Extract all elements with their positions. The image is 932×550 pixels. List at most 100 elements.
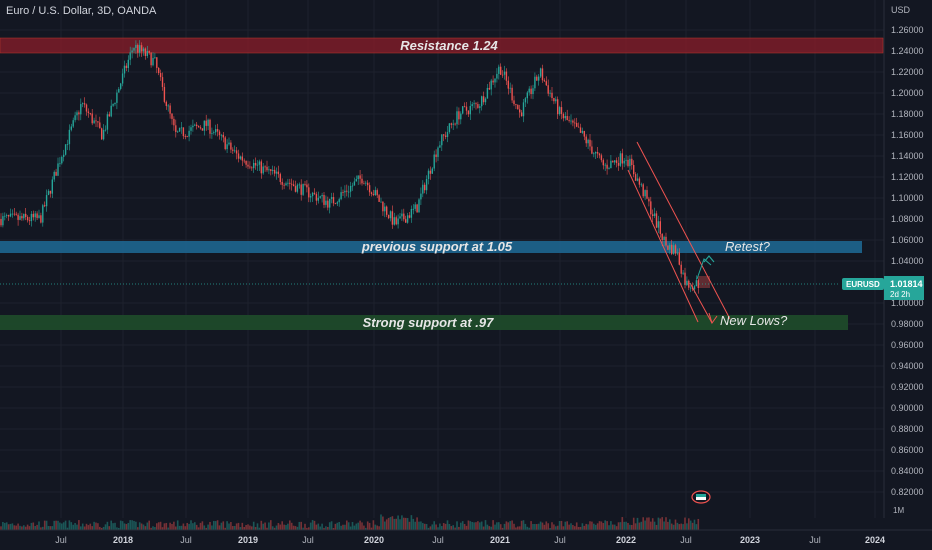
candle-body [372, 194, 375, 196]
candle-body [397, 218, 399, 225]
volume-bar [575, 522, 578, 530]
volume-bar [104, 524, 107, 530]
candle-body [281, 181, 283, 185]
volume-bar [266, 527, 268, 530]
candle-body [401, 213, 403, 217]
y-tick-label: 1.22000 [891, 67, 924, 77]
volume-bar [89, 523, 92, 530]
candle-body [351, 185, 354, 187]
candle-body [194, 124, 196, 126]
candle-body [272, 169, 274, 171]
volume-bar [273, 527, 276, 530]
volume-bar [338, 521, 340, 530]
candle-body [365, 182, 367, 184]
descending-channel[interactable] [627, 141, 731, 324]
candle-body [188, 130, 190, 137]
candle-body [604, 164, 606, 166]
candle-body [387, 214, 390, 219]
volume-bar [9, 523, 12, 530]
candle-body [665, 236, 667, 246]
volume-bar [355, 523, 358, 530]
candle-body [123, 65, 126, 74]
volume-bar [245, 524, 247, 530]
candle-body [513, 100, 515, 105]
candle-body [68, 129, 71, 145]
candle-body [368, 185, 371, 193]
event-flag-icon[interactable] [691, 490, 711, 504]
volume-bar [446, 520, 449, 530]
candle-body [615, 160, 618, 163]
candle-body [323, 195, 325, 205]
volume-bar [682, 524, 684, 530]
candle-body [519, 109, 521, 113]
candle-body [633, 165, 635, 175]
volume-bar [562, 526, 565, 530]
volume-bar [556, 525, 559, 530]
volume-bar [34, 525, 36, 530]
candle-body [568, 119, 570, 121]
volume-bar [585, 523, 587, 530]
candle-body [553, 98, 555, 102]
volume-bar [190, 520, 192, 530]
volume-bar [70, 522, 73, 530]
candle-body [536, 76, 538, 81]
y-tick-label: 0.88000 [891, 424, 924, 434]
strong-support-zone[interactable] [0, 315, 848, 330]
candle-body [201, 128, 204, 131]
volume-bar [399, 519, 401, 530]
volume-bar [106, 521, 109, 530]
candle-body [610, 160, 612, 169]
volume-bar [30, 522, 33, 530]
volume-bar [665, 517, 667, 530]
volume-bar [463, 523, 466, 530]
candle-body [614, 160, 616, 163]
candle-body [570, 120, 572, 122]
volume-bar [439, 523, 441, 530]
resistance-zone[interactable] [0, 37, 884, 54]
volume-bar [317, 523, 320, 530]
previous-support-zone[interactable] [0, 241, 862, 253]
candle-body [2, 216, 4, 226]
time-axis[interactable]: Jul 2018 Jul 2019 Jul 2020 Jul 2021 Jul 2022 Jul 20… [0, 529, 932, 545]
volume-bar [646, 517, 648, 530]
candle-body [70, 126, 72, 130]
candle-body [640, 184, 642, 186]
candle-body [444, 135, 447, 138]
candle-body [91, 113, 93, 124]
volume-bar [501, 527, 504, 530]
candle-body [636, 178, 639, 181]
candle-body [431, 168, 433, 174]
candle-body [152, 57, 154, 66]
candle-body [334, 203, 337, 205]
volume-bar [167, 527, 169, 530]
candle-body [555, 99, 557, 102]
price-axis[interactable]: USD 1.26000 1.24000 1.22000 1.20000 1.18000 1… [883, 0, 924, 518]
volume-bar [125, 524, 128, 530]
candle-body [462, 106, 464, 114]
candle-body [669, 244, 671, 250]
volume-bar [397, 515, 399, 530]
candle-body [380, 201, 382, 203]
volume-bar [608, 525, 610, 530]
volume-bar [290, 522, 293, 530]
volume-bar [203, 525, 206, 530]
volume-bar [404, 517, 407, 530]
candle-body [486, 87, 489, 99]
candle-body [156, 57, 158, 68]
volume-bar [486, 524, 489, 530]
candle-body [560, 107, 563, 114]
candle-body [40, 215, 42, 223]
y-tick-label: 0.98000 [891, 319, 924, 329]
candle-body [45, 195, 48, 207]
candle-body [129, 52, 131, 60]
new-lows-label: New Lows? [720, 313, 788, 328]
volume-bar [596, 523, 599, 530]
candle-body [526, 92, 528, 99]
candle-body [494, 78, 496, 83]
candle-body [304, 183, 306, 185]
volume-bar [444, 523, 447, 530]
candle-body [161, 77, 164, 87]
candle-body [418, 199, 420, 213]
candle-body [357, 175, 359, 180]
